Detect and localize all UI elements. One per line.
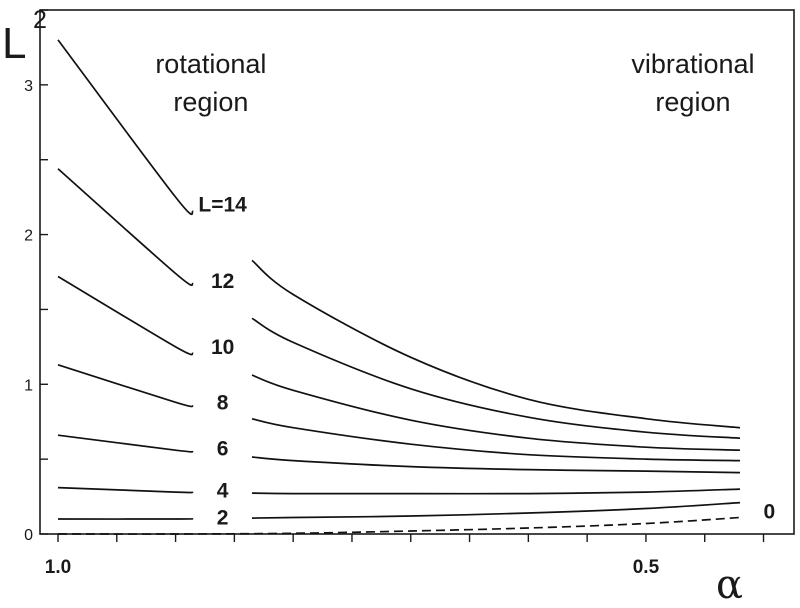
- curve-label-6: 6: [217, 438, 229, 461]
- series-line-l-4-seg2: [251, 488, 741, 495]
- y-axis-label-superscript: 2: [33, 6, 47, 34]
- curve-label-4: 4: [217, 480, 229, 503]
- curve-label-12: 12: [211, 270, 234, 293]
- x-axis-label: α: [716, 562, 743, 608]
- y-axis-ticks: 0 1 2 3: [24, 9, 48, 544]
- plot-frame: [39, 9, 795, 535]
- series-line-l-14-seg2: [251, 259, 741, 429]
- y-tick-label-2: 2: [24, 228, 33, 245]
- series-line-l-6-seg1: [57, 434, 194, 453]
- series-line-l-12-seg1: [57, 168, 194, 287]
- y-axis-label: L: [2, 19, 26, 68]
- curve-label-0: 0: [764, 501, 776, 524]
- annotation-vibrational-line1: vibrational: [631, 49, 754, 79]
- curve-label-10: 10: [211, 336, 234, 359]
- y-tick-label-1: 1: [24, 377, 33, 394]
- x-tick-label-1-0: 1.0: [45, 557, 71, 578]
- annotation-rotational-line1: rotational: [155, 49, 266, 79]
- series-line-l-6-seg2: [251, 456, 741, 474]
- y-tick-label-0: 0: [24, 527, 33, 544]
- curve-labels: L=14 12 10 8 6 4 2 0: [198, 194, 775, 530]
- series-line-l-4-seg1: [57, 486, 194, 494]
- x-axis-ticks: 1.0 0.5: [45, 534, 765, 578]
- annotation-rotational-line2: region: [173, 87, 248, 117]
- series-lines: [57, 39, 741, 535]
- x-tick-label-0-5: 0.5: [633, 557, 660, 578]
- region-annotations: rotational region vibrational region: [155, 49, 754, 117]
- series-line-l-14-seg1: [57, 39, 194, 216]
- curve-label-8: 8: [217, 391, 229, 414]
- series-line-l-10-seg2: [251, 374, 741, 452]
- annotation-vibrational-line2: region: [655, 87, 730, 117]
- series-line-l-2-seg2: [251, 501, 741, 519]
- series-line-l-8-seg2: [251, 417, 741, 462]
- series-line-l-12-seg2: [251, 317, 741, 440]
- y-tick-label-3: 3: [24, 78, 33, 95]
- series-line-l-10-seg1: [57, 275, 194, 356]
- series-line-l-0-seg1: [57, 516, 741, 535]
- series-line-l-8-seg1: [57, 363, 194, 408]
- curve-label-2: 2: [217, 507, 229, 530]
- curve-label-l-14: L=14: [198, 194, 247, 217]
